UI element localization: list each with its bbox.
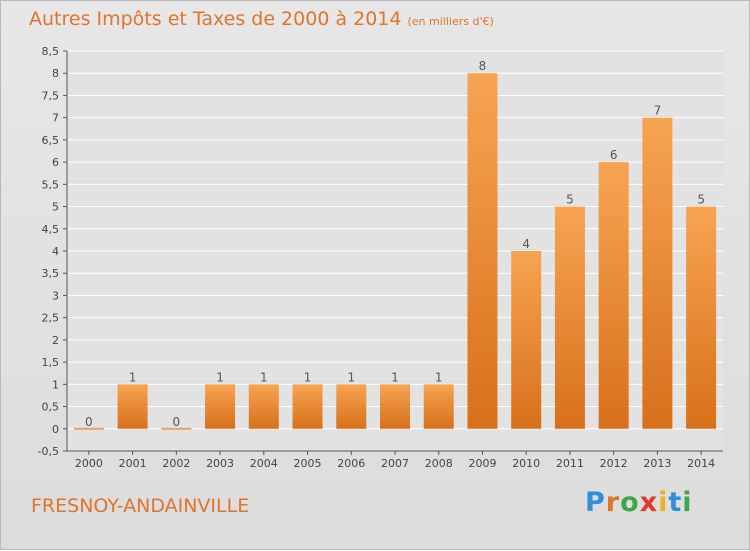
bar bbox=[205, 384, 236, 429]
x-tick-label: 2009 bbox=[468, 457, 496, 470]
bar bbox=[598, 162, 629, 429]
bar bbox=[642, 117, 673, 429]
bar bbox=[380, 384, 410, 429]
chart-title-text: Autres Impôts et Taxes de 2000 à 2014 bbox=[29, 8, 402, 30]
data-label: 5 bbox=[697, 193, 705, 207]
data-label: 1 bbox=[129, 370, 137, 384]
data-label: 0 bbox=[85, 415, 93, 429]
y-tick-label: 6,5 bbox=[42, 134, 60, 147]
bar bbox=[336, 384, 367, 429]
brand-letter: r bbox=[605, 487, 621, 518]
y-tick-label: 8 bbox=[52, 67, 59, 80]
x-tick-label: 2005 bbox=[294, 457, 322, 470]
y-tick-label: 2 bbox=[52, 334, 59, 347]
bars bbox=[73, 73, 717, 430]
x-tick-label: 2011 bbox=[556, 457, 584, 470]
bar bbox=[467, 73, 498, 429]
data-label: 1 bbox=[347, 370, 355, 384]
brand-letter: x bbox=[639, 487, 659, 518]
x-tick-label: 2010 bbox=[512, 457, 540, 470]
bar bbox=[248, 384, 279, 429]
commune-name: FRESNOY-ANDAINVILLE bbox=[31, 495, 250, 517]
bar bbox=[161, 427, 192, 430]
y-tick-label: 4 bbox=[52, 245, 59, 258]
x-tick-label: 2008 bbox=[425, 457, 453, 470]
tick-labels: -0,5 0 0,5 1 1,5 2 2,5 3 3,5 4 4,5 5 5,5 6 6,5 7 7,5 8 8,5… bbox=[38, 45, 716, 470]
data-label: 6 bbox=[610, 148, 618, 162]
bar bbox=[686, 206, 717, 429]
brand-letter: i bbox=[682, 487, 693, 518]
y-tick-label: 7,5 bbox=[42, 89, 60, 102]
y-tick-label: 6 bbox=[52, 156, 59, 169]
bar bbox=[554, 206, 585, 429]
bar bbox=[117, 384, 148, 429]
brand-letter: t bbox=[668, 487, 683, 518]
data-label: 4 bbox=[522, 237, 530, 251]
data-label: 1 bbox=[304, 370, 312, 384]
data-label: 1 bbox=[391, 370, 399, 384]
data-label: 7 bbox=[654, 104, 662, 118]
bar bbox=[511, 251, 542, 429]
x-tick-label: 2013 bbox=[643, 457, 671, 470]
y-tick-label: 1,5 bbox=[42, 356, 60, 369]
data-label: 1 bbox=[216, 370, 224, 384]
brand-letter: i bbox=[658, 487, 669, 518]
y-tick-label: 2,5 bbox=[42, 312, 60, 325]
y-tick-label: 0 bbox=[52, 423, 59, 436]
y-tick-label: 7 bbox=[52, 112, 59, 125]
data-label: 1 bbox=[260, 370, 268, 384]
bar bbox=[73, 427, 104, 430]
x-tick-label: 2014 bbox=[687, 457, 715, 470]
data-label: 0 bbox=[173, 415, 181, 429]
axes bbox=[63, 50, 723, 455]
y-tick-label: 1 bbox=[52, 378, 59, 391]
chart-unit-note: (en milliers d'€) bbox=[407, 15, 494, 28]
brand-letter: o bbox=[620, 487, 640, 518]
y-tick-label: -0,5 bbox=[38, 445, 59, 458]
y-tick-label: 3,5 bbox=[42, 267, 60, 280]
y-tick-label: 3 bbox=[52, 289, 59, 302]
x-tick-label: 2001 bbox=[119, 457, 147, 470]
x-tick-label: 2007 bbox=[381, 457, 409, 470]
y-tick-label: 5 bbox=[52, 201, 59, 214]
x-tick-label: 2003 bbox=[206, 457, 234, 470]
y-tick-label: 4,5 bbox=[42, 223, 60, 236]
proxiti-logo[interactable]: Proxiti bbox=[585, 487, 693, 518]
bar bbox=[292, 384, 323, 429]
y-tick-label: 8,5 bbox=[42, 45, 60, 58]
data-label: 5 bbox=[566, 193, 574, 207]
data-labels: 0 1 0 1 1 1 1 1 1 8 4 5 6 7 5 bbox=[85, 59, 705, 429]
x-tick-label: 2006 bbox=[337, 457, 365, 470]
data-label: 1 bbox=[435, 370, 443, 384]
data-label: 8 bbox=[479, 59, 487, 73]
x-tick-label: 2004 bbox=[250, 457, 278, 470]
chart-title: Autres Impôts et Taxes de 2000 à 2014 (en… bbox=[29, 8, 494, 30]
x-tick-label: 2002 bbox=[162, 457, 190, 470]
x-tick-label: 2000 bbox=[75, 457, 103, 470]
bar bbox=[423, 384, 454, 429]
y-tick-label: 0,5 bbox=[42, 401, 60, 414]
brand-letter: P bbox=[585, 487, 606, 518]
x-tick-label: 2012 bbox=[600, 457, 628, 470]
y-tick-label: 5,5 bbox=[42, 178, 60, 191]
